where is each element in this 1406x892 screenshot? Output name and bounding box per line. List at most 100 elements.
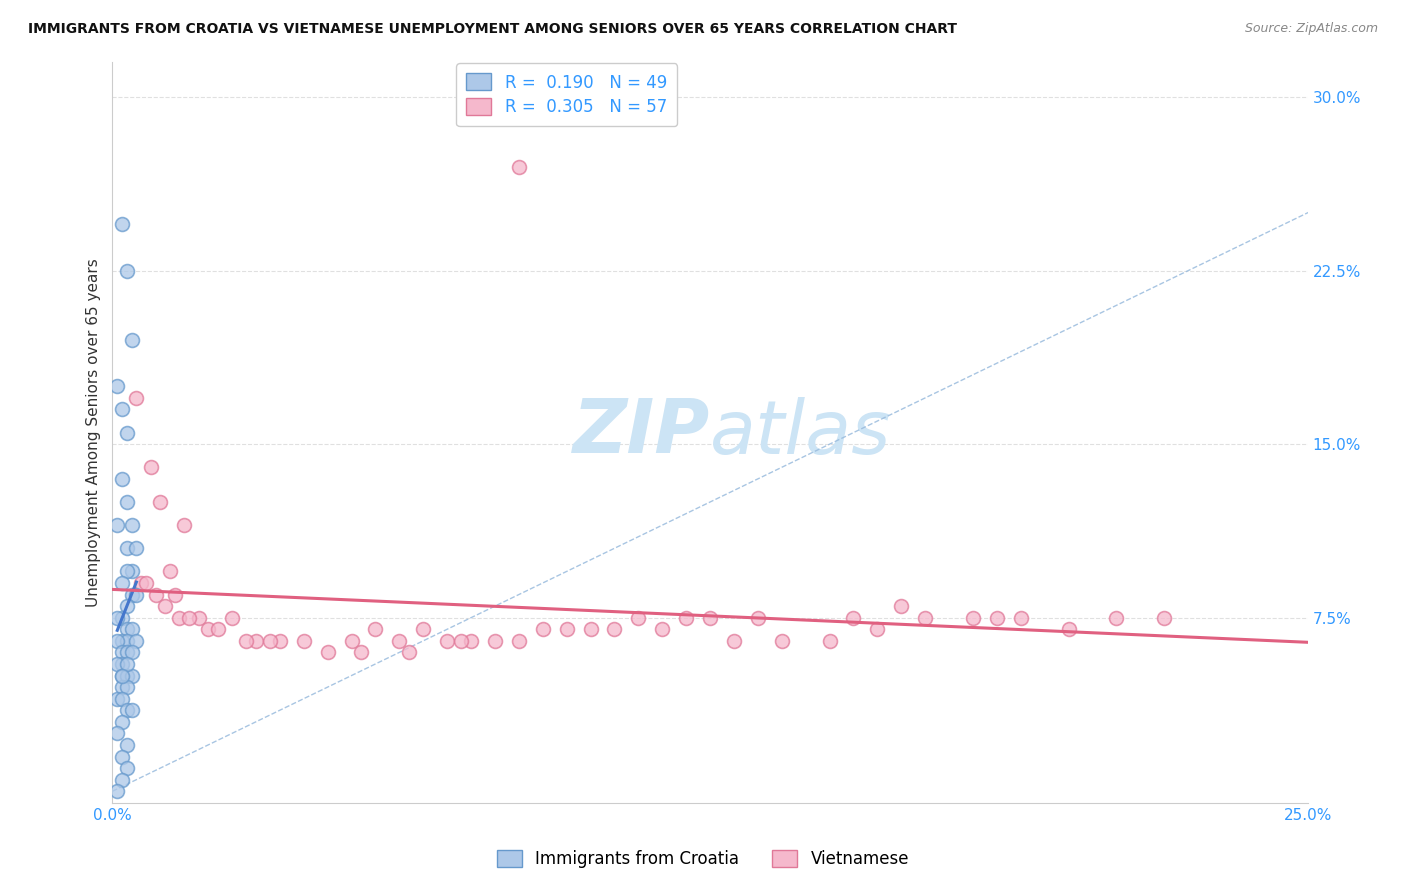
Point — [115, 541, 138, 556]
Point — [153, 599, 176, 614]
Point — [177, 611, 200, 625]
Point — [579, 622, 602, 636]
Point — [115, 680, 138, 694]
Point — [115, 738, 138, 752]
Point — [115, 622, 138, 636]
Point — [121, 333, 143, 347]
Point — [115, 263, 138, 277]
Point — [115, 425, 138, 440]
Point — [125, 391, 148, 405]
Point — [818, 633, 841, 648]
Point — [159, 565, 181, 579]
Point — [245, 633, 267, 648]
Point — [169, 611, 191, 625]
Point — [388, 633, 411, 648]
Point — [111, 749, 134, 764]
Point — [914, 611, 936, 625]
Point — [747, 611, 769, 625]
Y-axis label: Unemployment Among Seniors over 65 years: Unemployment Among Seniors over 65 years — [86, 259, 101, 607]
Point — [115, 495, 138, 509]
Point — [105, 611, 128, 625]
Point — [723, 633, 745, 648]
Point — [627, 611, 650, 625]
Point — [111, 645, 134, 659]
Point — [986, 611, 1008, 625]
Point — [675, 611, 697, 625]
Point — [412, 622, 434, 636]
Point — [962, 611, 984, 625]
Legend: Immigrants from Croatia, Vietnamese: Immigrants from Croatia, Vietnamese — [491, 843, 915, 875]
Point — [105, 633, 128, 648]
Point — [105, 784, 128, 798]
Point — [111, 772, 134, 787]
Point — [105, 691, 128, 706]
Point — [1010, 611, 1032, 625]
Point — [129, 576, 152, 591]
Point — [187, 611, 209, 625]
Point — [115, 761, 138, 775]
Point — [111, 691, 134, 706]
Point — [450, 633, 472, 648]
Point — [651, 622, 673, 636]
Point — [221, 611, 243, 625]
Point — [111, 668, 134, 682]
Point — [111, 472, 134, 486]
Point — [603, 622, 626, 636]
Point — [121, 565, 143, 579]
Point — [398, 645, 420, 659]
Point — [125, 633, 148, 648]
Point — [105, 726, 128, 740]
Point — [111, 218, 134, 232]
Point — [121, 645, 143, 659]
Point — [207, 622, 229, 636]
Point — [105, 379, 128, 393]
Point — [111, 657, 134, 671]
Point — [149, 495, 172, 509]
Point — [340, 633, 363, 648]
Point — [121, 668, 143, 682]
Point — [121, 588, 143, 602]
Point — [111, 576, 134, 591]
Point — [269, 633, 291, 648]
Text: atlas: atlas — [710, 397, 891, 468]
Point — [115, 633, 138, 648]
Text: IMMIGRANTS FROM CROATIA VS VIETNAMESE UNEMPLOYMENT AMONG SENIORS OVER 65 YEARS C: IMMIGRANTS FROM CROATIA VS VIETNAMESE UN… — [28, 22, 957, 37]
Point — [139, 460, 162, 475]
Point — [1105, 611, 1128, 625]
Point — [292, 633, 315, 648]
Point — [105, 657, 128, 671]
Point — [436, 633, 458, 648]
Point — [770, 633, 793, 648]
Point — [1153, 611, 1175, 625]
Point — [121, 518, 143, 533]
Point — [145, 588, 167, 602]
Point — [842, 611, 865, 625]
Point — [111, 611, 134, 625]
Point — [173, 518, 195, 533]
Point — [135, 576, 157, 591]
Legend: R =  0.190   N = 49, R =  0.305   N = 57: R = 0.190 N = 49, R = 0.305 N = 57 — [457, 63, 676, 127]
Point — [866, 622, 889, 636]
Point — [105, 518, 128, 533]
Point — [350, 645, 373, 659]
Point — [115, 565, 138, 579]
Point — [121, 703, 143, 717]
Point — [111, 402, 134, 417]
Point — [163, 588, 186, 602]
Point — [111, 633, 134, 648]
Point — [508, 160, 530, 174]
Point — [125, 588, 148, 602]
Point — [115, 645, 138, 659]
Point — [111, 680, 134, 694]
Point — [1057, 622, 1080, 636]
Point — [699, 611, 721, 625]
Point — [111, 714, 134, 729]
Point — [259, 633, 281, 648]
Point — [115, 668, 138, 682]
Point — [121, 622, 143, 636]
Point — [125, 541, 148, 556]
Point — [115, 703, 138, 717]
Text: ZIP: ZIP — [572, 396, 710, 469]
Point — [460, 633, 482, 648]
Point — [115, 657, 138, 671]
